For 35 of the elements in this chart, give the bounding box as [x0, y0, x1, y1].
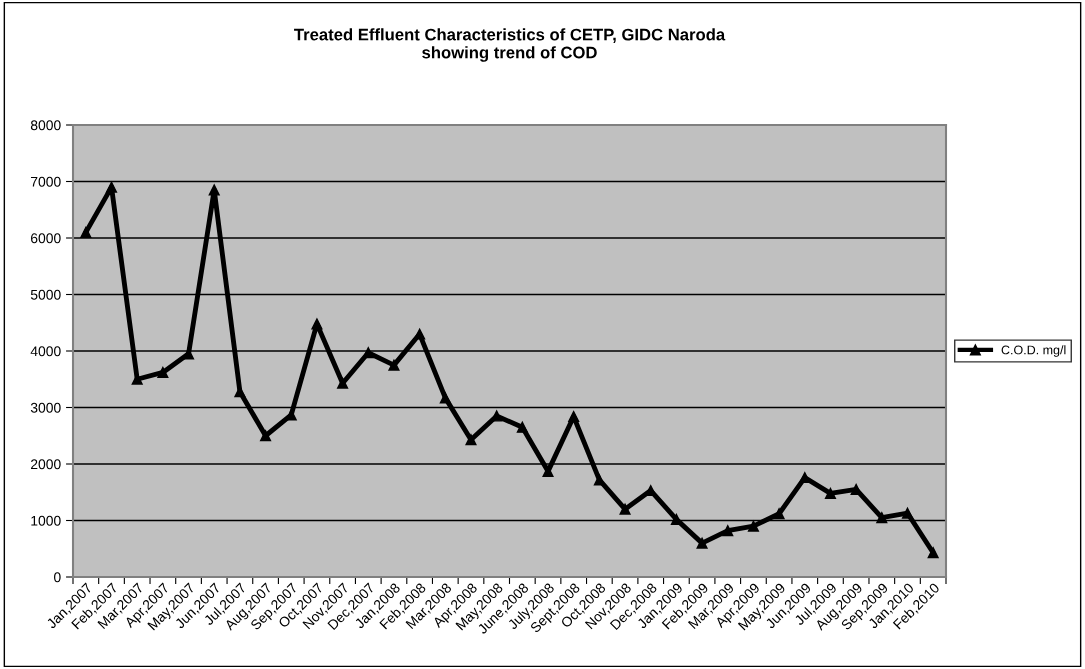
chart-title: Treated Effluent Characteristics of CETP, GIDC Naroda showing trend of COD — [294, 28, 726, 62]
legend-label: C.O.D. mg/l — [1001, 345, 1066, 357]
point — [208, 184, 220, 196]
point — [927, 547, 939, 559]
point — [516, 421, 528, 433]
point — [542, 465, 554, 477]
point — [901, 507, 914, 519]
y-tick-label: 5000 — [30, 289, 61, 300]
point — [311, 318, 323, 330]
point — [593, 474, 605, 486]
y-tick-label: 8000 — [30, 120, 61, 131]
point — [260, 430, 272, 442]
y-tick-label: 2000 — [31, 459, 61, 470]
point — [388, 359, 400, 371]
y-tick-label: 6000 — [31, 233, 61, 244]
y-tick-label: 4000 — [30, 346, 61, 357]
point — [439, 392, 451, 404]
point — [105, 181, 118, 193]
y-tick-label: 3000 — [30, 402, 61, 413]
point — [80, 226, 92, 238]
y-tick-label: 7000 — [31, 176, 61, 187]
point — [876, 512, 888, 524]
point — [157, 366, 169, 379]
point — [568, 410, 580, 423]
point — [722, 525, 734, 537]
point — [747, 520, 759, 532]
y-tick-label: 0 — [54, 572, 61, 583]
point — [696, 537, 708, 549]
point — [619, 503, 631, 515]
y-tick-label: 1000 — [31, 515, 61, 526]
point — [773, 508, 785, 520]
point — [337, 377, 349, 389]
point — [465, 434, 477, 446]
point — [414, 328, 426, 340]
point — [824, 487, 837, 499]
